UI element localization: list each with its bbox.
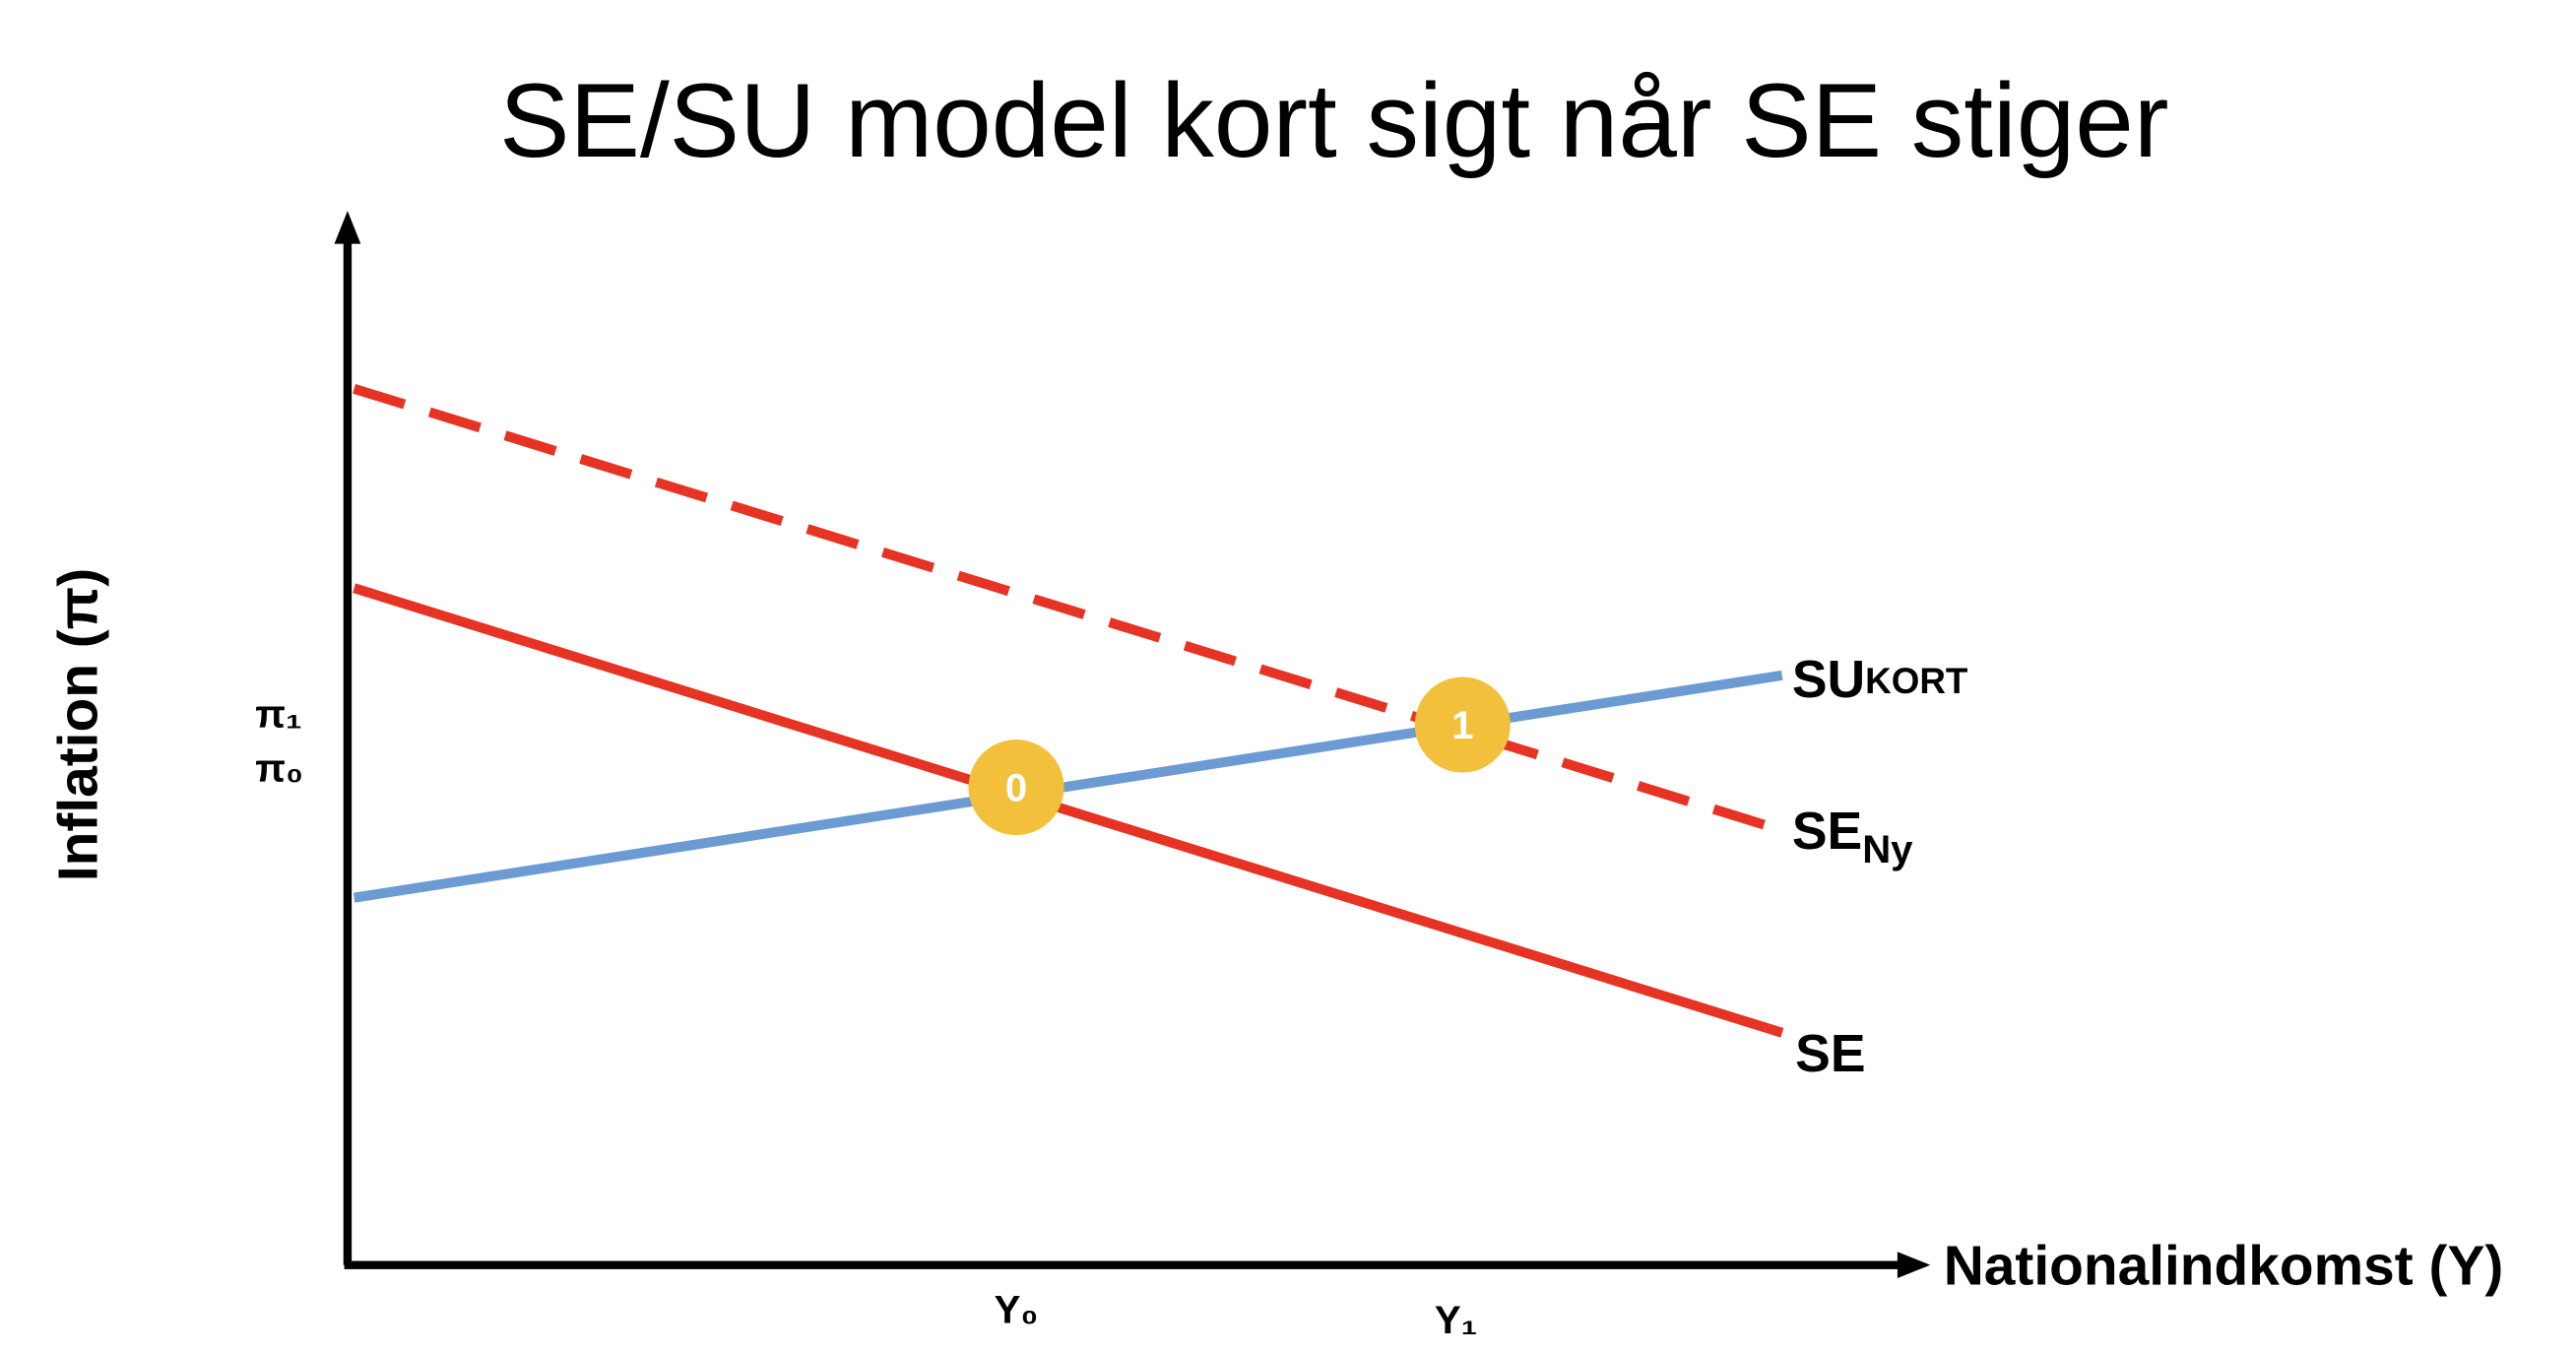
- label-part: SE: [1792, 803, 1862, 861]
- label-part: Ny: [1862, 826, 1913, 870]
- curve-label: SENy: [1792, 803, 1913, 870]
- y-axis-label: Inflation (π): [48, 568, 110, 881]
- se-curve: [353, 583, 1784, 1038]
- label-part: SU: [1792, 651, 1865, 709]
- x-axis-label: Nationalindkomst (Y): [1944, 1236, 2504, 1298]
- x-tick-label: Y₀: [995, 1288, 1039, 1332]
- point-marker: [1414, 676, 1511, 773]
- point-label: 1: [1451, 703, 1473, 747]
- su-curve: [353, 670, 1783, 903]
- point-label: 0: [1005, 766, 1027, 810]
- x-arrow: [1897, 1252, 1931, 1279]
- curve-label: SUKORT: [1792, 651, 1968, 709]
- y-tick-label: π₁: [255, 691, 301, 736]
- y-tick-label: π₀: [255, 745, 303, 790]
- x-tick-label: Y₁: [1435, 1298, 1477, 1342]
- se-ny-curve: [353, 383, 1789, 837]
- label-part: KORT: [1865, 661, 1968, 701]
- point-marker: [968, 740, 1064, 836]
- curve-label: SE: [1795, 1025, 1865, 1083]
- title: SE/SU model kort sigt når SE stiger: [499, 61, 2168, 179]
- y-arrow: [334, 211, 361, 244]
